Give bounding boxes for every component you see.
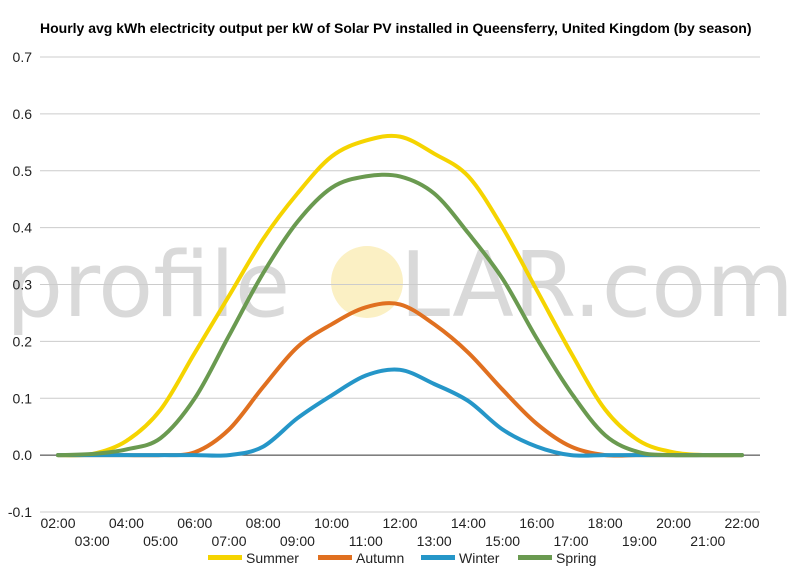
series-line-winter bbox=[56, 367, 744, 458]
y-tick-label: 0.7 bbox=[13, 49, 33, 65]
y-tick-label: 0.0 bbox=[13, 447, 33, 463]
legend: Summer Autumn Winter Spring bbox=[208, 550, 596, 566]
legend-label-spring: Spring bbox=[556, 550, 596, 566]
legend-swatch-spring bbox=[518, 555, 552, 560]
y-tick-label: -0.1 bbox=[8, 504, 32, 520]
y-axis-ticks: -0.1 0.0 0.1 0.2 0.3 0.4 0.5 0.6 0.7 bbox=[8, 49, 32, 520]
x-tick-label: 07:00 bbox=[211, 533, 246, 549]
x-tick-label: 04:00 bbox=[109, 515, 144, 531]
x-tick-label: 03:00 bbox=[75, 533, 110, 549]
x-tick-label: 22:00 bbox=[724, 515, 759, 531]
legend-swatch-summer bbox=[208, 555, 242, 560]
y-tick-label: 0.5 bbox=[13, 163, 33, 179]
x-tick-label: 13:00 bbox=[417, 533, 452, 549]
y-tick-label: 0.1 bbox=[13, 390, 33, 406]
x-tick-label: 17:00 bbox=[553, 533, 588, 549]
legend-label-autumn: Autumn bbox=[356, 550, 404, 566]
watermark-text-left: profile bbox=[6, 233, 290, 338]
x-tick-label: 19:00 bbox=[622, 533, 657, 549]
watermark-sun bbox=[331, 246, 403, 318]
x-tick-label: 02:00 bbox=[40, 515, 75, 531]
chart-title: Hourly avg kWh electricity output per kW… bbox=[40, 20, 752, 36]
legend-swatch-autumn bbox=[318, 555, 352, 560]
x-tick-label: 05:00 bbox=[143, 533, 178, 549]
x-tick-label: 18:00 bbox=[588, 515, 623, 531]
legend-label-summer: Summer bbox=[246, 550, 299, 566]
series-line-summer bbox=[56, 133, 744, 458]
series-line-spring bbox=[56, 172, 744, 458]
x-tick-label: 08:00 bbox=[246, 515, 281, 531]
legend-swatch-winter bbox=[421, 555, 455, 560]
y-tick-label: 0.3 bbox=[13, 277, 33, 293]
x-tick-label: 15:00 bbox=[485, 533, 520, 549]
x-tick-label: 12:00 bbox=[382, 515, 417, 531]
y-tick-label: 0.2 bbox=[13, 333, 33, 349]
y-tick-label: 0.4 bbox=[13, 220, 33, 236]
grid bbox=[40, 56, 760, 513]
x-tick-label: 09:00 bbox=[280, 533, 315, 549]
x-tick-label: 20:00 bbox=[656, 515, 691, 531]
legend-label-winter: Winter bbox=[459, 550, 500, 566]
x-tick-label: 21:00 bbox=[690, 533, 725, 549]
x-tick-label: 06:00 bbox=[177, 515, 212, 531]
series-lines bbox=[56, 133, 744, 458]
watermark: profile S LAR.com bbox=[6, 233, 794, 338]
x-tick-label: 10:00 bbox=[314, 515, 349, 531]
watermark-sun-letter: S bbox=[315, 233, 372, 338]
watermark-text-right: LAR.com bbox=[400, 233, 794, 338]
y-tick-label: 0.6 bbox=[13, 106, 33, 122]
x-tick-label: 14:00 bbox=[451, 515, 486, 531]
x-tick-label: 11:00 bbox=[349, 533, 383, 549]
x-tick-label: 16:00 bbox=[519, 515, 554, 531]
